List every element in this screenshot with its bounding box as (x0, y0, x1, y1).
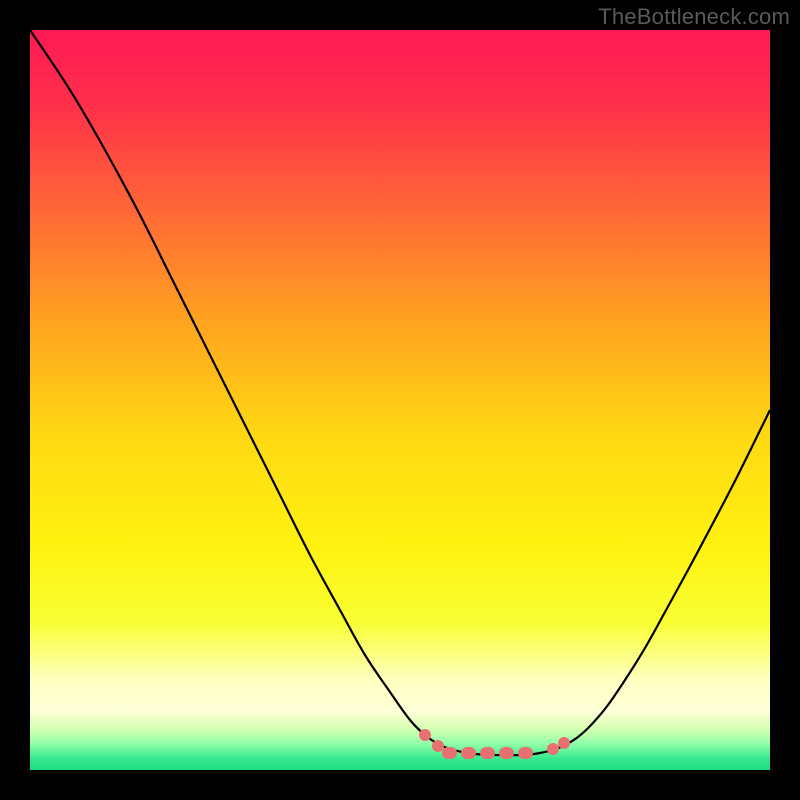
gradient-background (30, 30, 770, 770)
plot-area (30, 30, 770, 770)
chart-frame: TheBottleneck.com (0, 0, 800, 800)
watermark-text: TheBottleneck.com (598, 4, 790, 30)
plot-svg (30, 30, 770, 770)
